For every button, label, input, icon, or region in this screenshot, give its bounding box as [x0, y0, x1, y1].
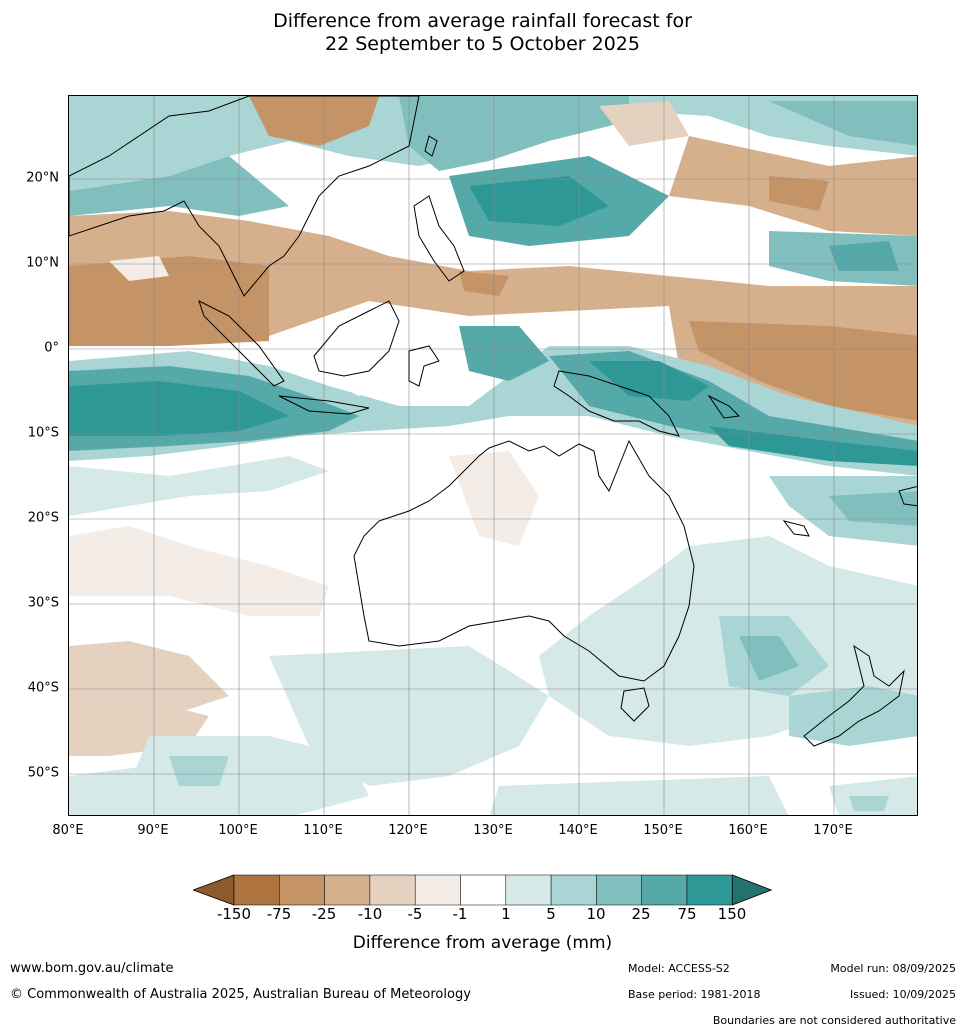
lon-label-80e: 80°E [52, 823, 84, 838]
legend-arrow-high [731, 874, 773, 906]
legend-tick: -25 [311, 905, 337, 923]
lon-label-170e: 170°E [813, 823, 853, 838]
footer-model: Model: ACCESS-S2 [628, 962, 730, 975]
legend-swatch [686, 874, 733, 906]
legend-swatch [460, 874, 507, 906]
footer-base-period: Base period: 1981-2018 [628, 988, 761, 1001]
lon-label-120e: 120°E [388, 823, 428, 838]
lat-label-40s: 40°S [27, 680, 59, 696]
legend-tick: 25 [631, 905, 651, 923]
legend-colorbar [193, 874, 773, 906]
legend-swatch [550, 874, 597, 906]
lon-label-160e: 160°E [728, 823, 768, 838]
legend-swatch [641, 874, 688, 906]
legend-swatch [279, 874, 325, 906]
lat-label-10s: 10°S [27, 425, 59, 441]
footer-copyright: © Commonwealth of Australia 2025, Austra… [10, 987, 471, 1002]
lat-label-30s: 30°S [27, 595, 59, 611]
legend-tick: 1 [501, 905, 511, 923]
legend-tick: -10 [357, 905, 383, 923]
lat-label-20s: 20°S [27, 510, 59, 526]
lon-label-150e: 150°E [643, 823, 683, 838]
lat-label-0: 0° [44, 340, 59, 356]
lon-label-130e: 130°E [473, 823, 513, 838]
map-canvas [69, 96, 917, 815]
lon-label-90e: 90°E [137, 823, 169, 838]
legend-tick: 10 [586, 905, 606, 923]
lat-label-50s: 50°S [27, 765, 59, 781]
legend-swatch [505, 874, 552, 906]
footer-model-run: Model run: 08/09/2025 [830, 962, 956, 975]
legend-tick: 75 [677, 905, 697, 923]
lon-label-110e: 110°E [303, 823, 343, 838]
legend-tick: 5 [546, 905, 556, 923]
footer-url[interactable]: www.bom.gov.au/climate [10, 961, 174, 976]
lon-label-140e: 140°E [558, 823, 598, 838]
lon-label-100e: 100°E [218, 823, 258, 838]
legend-swatch [369, 874, 416, 906]
legend-title: Difference from average (mm) [352, 933, 613, 953]
footer-issued: Issued: 10/09/2025 [849, 988, 956, 1001]
title-line-1: Difference from average rainfall forecas… [273, 10, 692, 32]
coastlines [69, 96, 917, 747]
lat-label-10n: 10°N [26, 255, 59, 271]
legend-swatch [233, 874, 280, 906]
map-title: Difference from average rainfall forecas… [0, 10, 965, 56]
legend-tick: 150 [717, 905, 747, 923]
lat-label-20n: 20°N [26, 170, 59, 186]
legend-tick: -150 [216, 905, 252, 923]
legend-tick: -75 [266, 905, 292, 923]
rainfall-anomaly-map [68, 95, 918, 816]
legend-swatch [324, 874, 371, 906]
legend-arrow-low [193, 874, 235, 906]
legend-tick: -5 [407, 905, 423, 923]
title-line-2: 22 September to 5 October 2025 [325, 33, 640, 55]
legend-swatch [414, 874, 461, 906]
footer-boundaries-note: Boundaries are not considered authoritat… [712, 1014, 956, 1027]
legend-swatch [596, 874, 642, 906]
legend-tick: -1 [452, 905, 468, 923]
graticule [69, 96, 917, 815]
